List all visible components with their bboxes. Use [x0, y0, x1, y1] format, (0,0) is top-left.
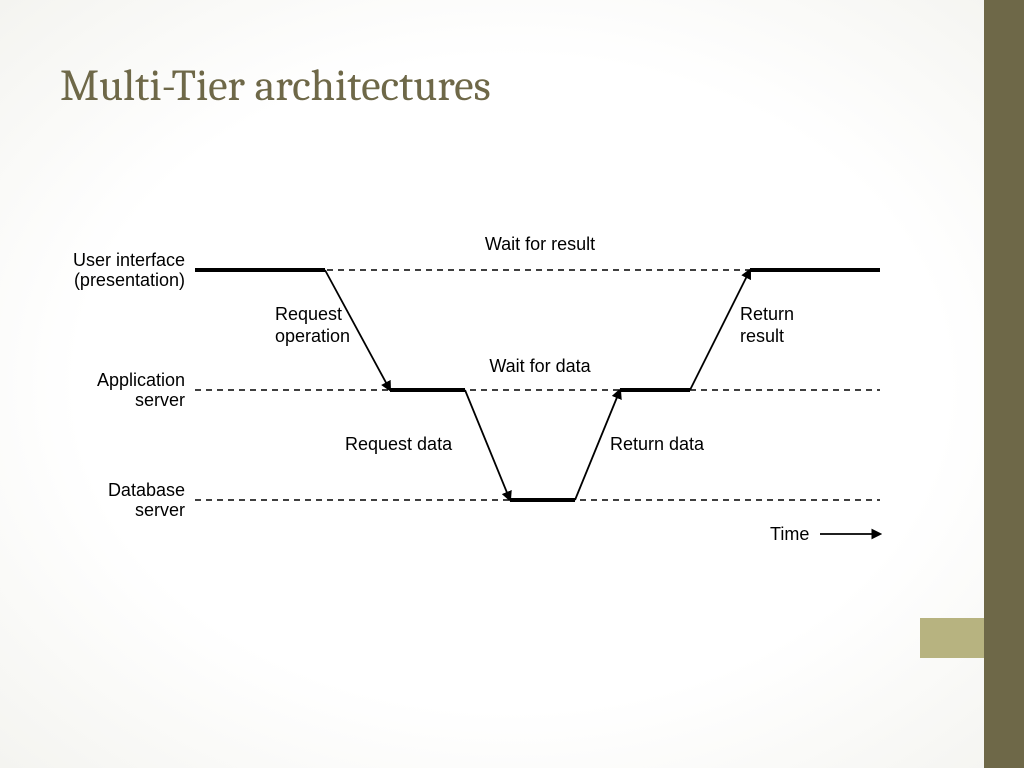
sidebar-main-stripe — [984, 0, 1024, 768]
sidebar-accent-stripe — [920, 618, 984, 658]
timing-diagram: User interface(presentation) Applications… — [70, 220, 890, 600]
wait-label-1: Wait for data — [489, 356, 591, 376]
time-axis-label: Time — [770, 524, 809, 544]
arrow-label-1: Request data — [345, 434, 453, 454]
arrow-label-3: Returnresult — [740, 304, 794, 346]
tier-label-0: User interface(presentation) — [73, 250, 185, 290]
slide-title: Multi-Tier architectures — [60, 60, 491, 111]
tier-label-1: Applicationserver — [97, 370, 185, 410]
arrow-label-0: Requestoperation — [275, 304, 350, 346]
arrow-1 — [465, 390, 510, 500]
wait-label-0: Wait for result — [485, 234, 595, 254]
tier-label-2: Databaseserver — [108, 480, 185, 520]
arrow-label-2: Return data — [610, 434, 705, 454]
slide: Multi-Tier architectures User interface(… — [0, 0, 1024, 768]
